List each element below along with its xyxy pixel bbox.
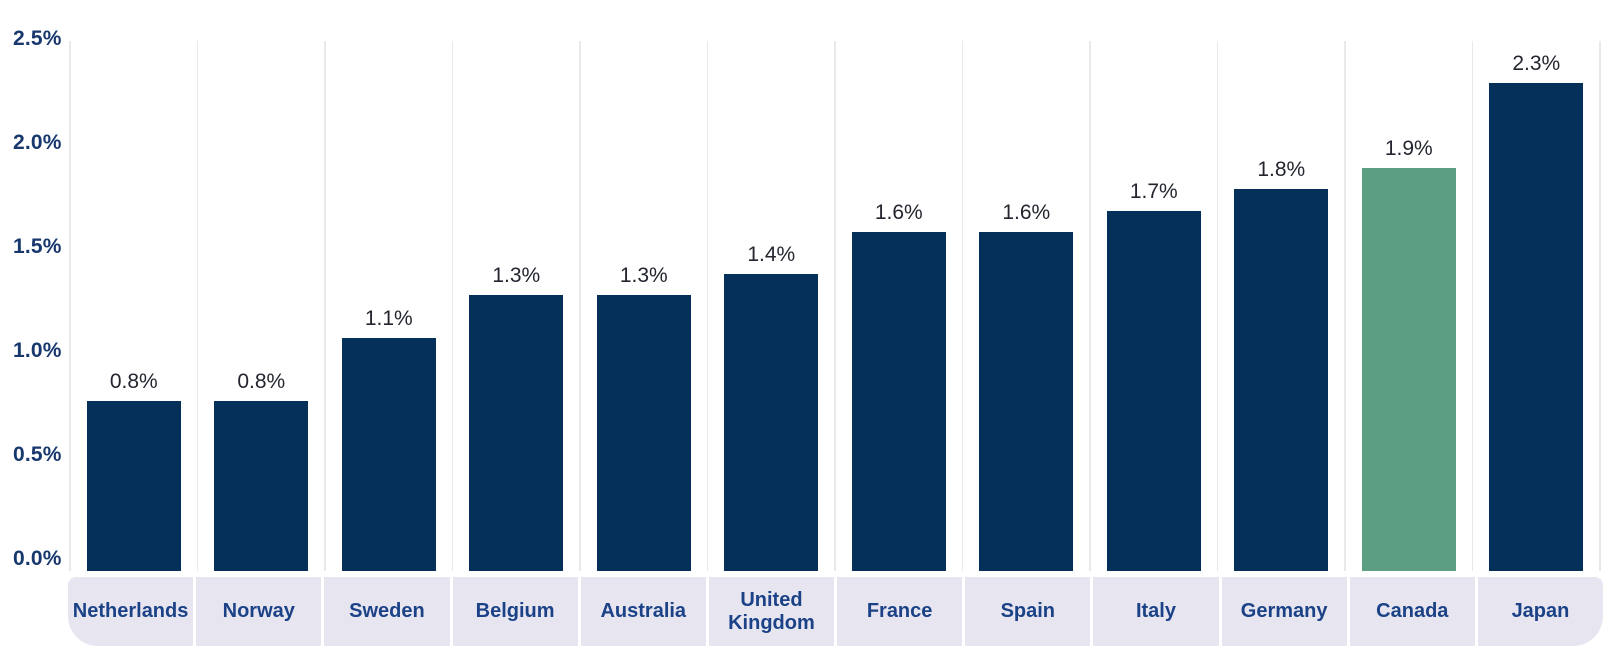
x-label-sweden: Sweden [321,577,449,646]
bar-netherlands [86,401,181,571]
x-axis-category-band: Netherlands Norway Sweden Belgium Austra… [68,577,1603,646]
bar-sweden [341,338,436,571]
bar-value-france: 1.6% [874,201,923,224]
x-label-japan: Japan [1474,577,1603,646]
x-label-netherlands: Netherlands [72,600,189,622]
y-tick-2-5: 2.5% [13,27,62,50]
bar-value-australia: 1.3% [619,264,668,287]
column-australia: 1.3% [579,41,708,571]
bar-belgium [469,295,564,571]
x-label-united-kingdom: United Kingdom [705,577,834,646]
column-netherlands: 0.8% [69,41,198,571]
bar-italy [1106,211,1201,571]
y-axis: 2.5% 2.0% 1.5% 1.0% 0.5% 0.0% [0,0,62,664]
bar-canada-highlighted [1361,168,1456,571]
column-canada: 1.9% [1344,41,1473,571]
column-spain: 1.6% [961,41,1091,571]
y-tick-0-5: 0.5% [13,443,62,466]
bar-norway [214,401,309,571]
column-france: 1.6% [834,41,963,571]
bar-united-kingdom [724,274,819,571]
y-tick-1-0: 1.0% [13,339,62,362]
bar-value-netherlands: 0.8% [109,370,158,393]
y-tick-1-5: 1.5% [13,235,62,258]
bar-australia [596,295,691,571]
column-norway: 0.8% [196,41,326,571]
bar-value-spain: 1.6% [1002,201,1051,224]
column-sweden: 1.1% [324,41,453,571]
x-label-france: France [834,577,962,646]
x-label-belgium: Belgium [449,577,578,646]
x-label-spain: Spain [962,577,1090,646]
bar-value-canada: 1.9% [1384,137,1433,160]
column-belgium: 1.3% [451,41,581,571]
x-label-norway: Norway [193,577,321,646]
column-italy: 1.7% [1089,41,1218,571]
bar-value-italy: 1.7% [1129,180,1178,203]
bar-value-germany: 1.8% [1257,158,1306,181]
x-label-canada: Canada [1346,577,1475,646]
y-tick-2-0: 2.0% [13,131,62,154]
bar-value-japan: 2.3% [1512,52,1561,75]
column-germany: 1.8% [1216,41,1346,571]
x-label-germany: Germany [1218,577,1347,646]
bar-value-belgium: 1.3% [492,264,541,287]
x-label-italy: Italy [1090,577,1218,646]
bar-spain [979,232,1074,571]
column-united-kingdom: 1.4% [706,41,836,571]
y-tick-0-0: 0.0% [13,547,62,570]
column-japan: 2.3% [1471,41,1601,571]
bar-value-united-kingdom: 1.4% [747,243,796,266]
bar-germany [1234,189,1329,571]
bar-value-sweden: 1.1% [364,307,413,330]
bar-japan [1489,83,1584,571]
plot-area: 0.8% 0.8% 1.1% 1.3% 1.3% 1.4% 1.6% 1.6% [69,41,1601,571]
x-label-australia: Australia [577,577,706,646]
bar-france [851,232,946,571]
bar-value-norway: 0.8% [237,370,286,393]
